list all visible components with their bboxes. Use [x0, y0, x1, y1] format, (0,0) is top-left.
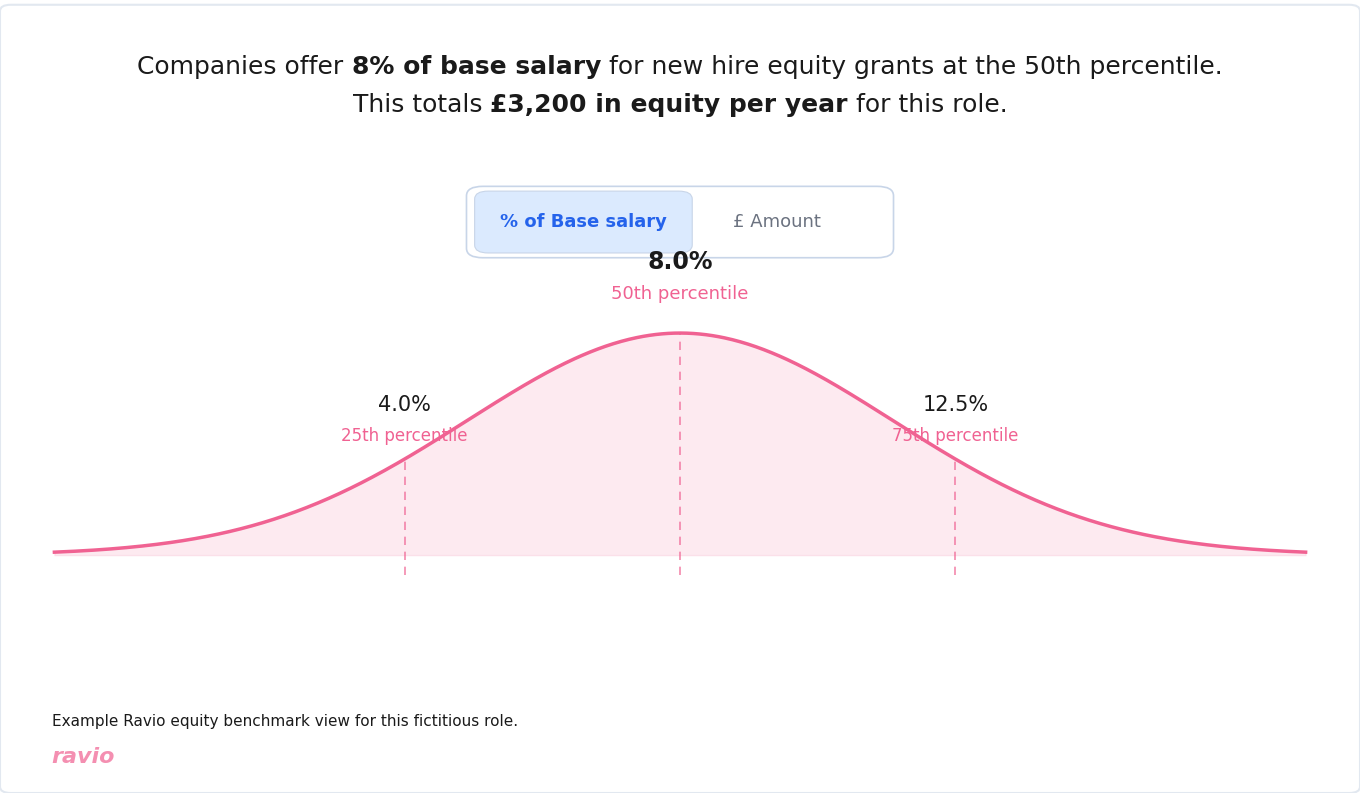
Text: £ Amount: £ Amount — [733, 213, 820, 231]
Text: for this role.: for this role. — [847, 93, 1008, 117]
Text: Example Ravio equity benchmark view for this fictitious role.: Example Ravio equity benchmark view for … — [52, 714, 518, 729]
Text: £3,200 in equity per year: £3,200 in equity per year — [490, 93, 847, 117]
Text: 4.0%: 4.0% — [378, 396, 431, 416]
Text: This totals: This totals — [352, 93, 490, 117]
Text: ravio: ravio — [52, 747, 116, 768]
Text: 8.0%: 8.0% — [647, 250, 713, 274]
Text: 25th percentile: 25th percentile — [341, 427, 468, 445]
Text: Companies offer: Companies offer — [137, 56, 352, 79]
FancyBboxPatch shape — [466, 186, 894, 258]
Text: 50th percentile: 50th percentile — [611, 285, 749, 303]
Text: 8% of base salary: 8% of base salary — [352, 56, 601, 79]
Text: for new hire equity grants at the 50th percentile.: for new hire equity grants at the 50th p… — [601, 56, 1223, 79]
Text: 75th percentile: 75th percentile — [892, 427, 1019, 445]
Text: 12.5%: 12.5% — [922, 396, 989, 416]
FancyBboxPatch shape — [475, 191, 692, 253]
Text: % of Base salary: % of Base salary — [500, 213, 666, 231]
